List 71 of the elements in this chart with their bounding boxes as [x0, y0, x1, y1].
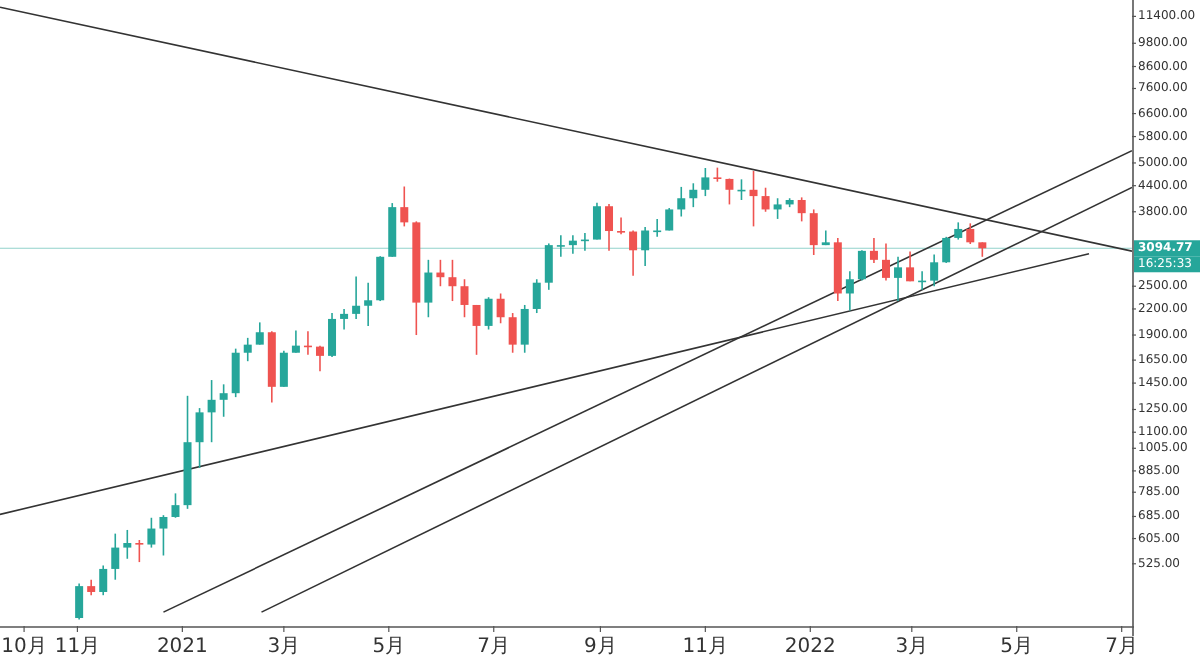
x-tick-label: 5月	[1000, 636, 1034, 658]
candlestick	[641, 226, 650, 267]
x-tick-label: 7月	[477, 636, 511, 658]
x-tick-label: 10月	[1, 636, 47, 658]
candlestick	[75, 582, 84, 621]
candlestick	[171, 492, 180, 519]
candlestick	[460, 278, 469, 319]
candlestick	[279, 349, 288, 388]
candlestick	[352, 275, 361, 320]
candlestick	[340, 308, 349, 331]
candlestick	[328, 312, 337, 358]
candlestick	[424, 259, 433, 319]
candlestick	[677, 186, 686, 218]
candlestick	[219, 383, 228, 418]
candlestick	[111, 532, 120, 581]
candlestick	[821, 229, 830, 246]
candlestick	[605, 203, 614, 252]
candlestick	[894, 255, 903, 302]
x-tick-label: 2021	[156, 636, 208, 658]
candlestick	[291, 329, 300, 354]
candlestick	[484, 296, 493, 331]
candlestick	[797, 196, 806, 223]
candlestick	[315, 344, 324, 373]
candlestick	[532, 278, 541, 314]
candlestick	[617, 216, 626, 235]
candlestick	[966, 222, 975, 245]
candlestick	[701, 167, 710, 197]
candlestick	[653, 218, 662, 238]
candlestick	[629, 229, 638, 277]
candlestick	[364, 281, 373, 327]
x-tick-label: 5月	[372, 636, 406, 658]
candlestick	[255, 321, 264, 346]
candlestick	[869, 237, 878, 264]
candlestick	[930, 253, 939, 288]
candlestick	[761, 186, 770, 213]
candlestick	[809, 208, 818, 256]
candlestick	[725, 177, 734, 206]
candlestick	[207, 379, 216, 444]
candlestick	[906, 250, 915, 283]
candlestick	[592, 201, 601, 241]
candlestick	[376, 255, 385, 302]
candlestick	[689, 182, 698, 208]
candlestick	[195, 407, 204, 469]
candlestick	[544, 242, 553, 291]
candlestick	[243, 337, 252, 362]
candlestick	[448, 259, 457, 302]
candlestick	[556, 234, 565, 258]
candlestick	[123, 529, 132, 560]
candlestick	[159, 514, 168, 557]
candlestick	[472, 304, 481, 356]
x-tick-label: 11月	[682, 636, 729, 658]
candlestick	[231, 347, 240, 398]
candlestick	[942, 236, 951, 264]
candlestick	[857, 249, 866, 282]
x-tick-label: 3月	[267, 636, 301, 658]
candlestick	[881, 242, 890, 282]
candlestick	[99, 564, 108, 596]
x-tick-label: 7月	[1105, 636, 1139, 658]
candlestick	[496, 292, 505, 325]
candlestick	[147, 516, 156, 549]
candlestick	[400, 185, 409, 228]
x-tick-label: 9月	[584, 636, 617, 658]
x-tick-label: 2022	[784, 636, 836, 658]
candlestick	[845, 270, 854, 312]
candlestick	[749, 170, 758, 228]
candlestick	[773, 197, 782, 220]
candlestick	[508, 312, 517, 354]
x-tick-label: 3月	[895, 636, 929, 658]
x-tick-label: 11月	[54, 636, 101, 658]
candlestick	[135, 539, 144, 563]
candlestick	[520, 304, 529, 354]
